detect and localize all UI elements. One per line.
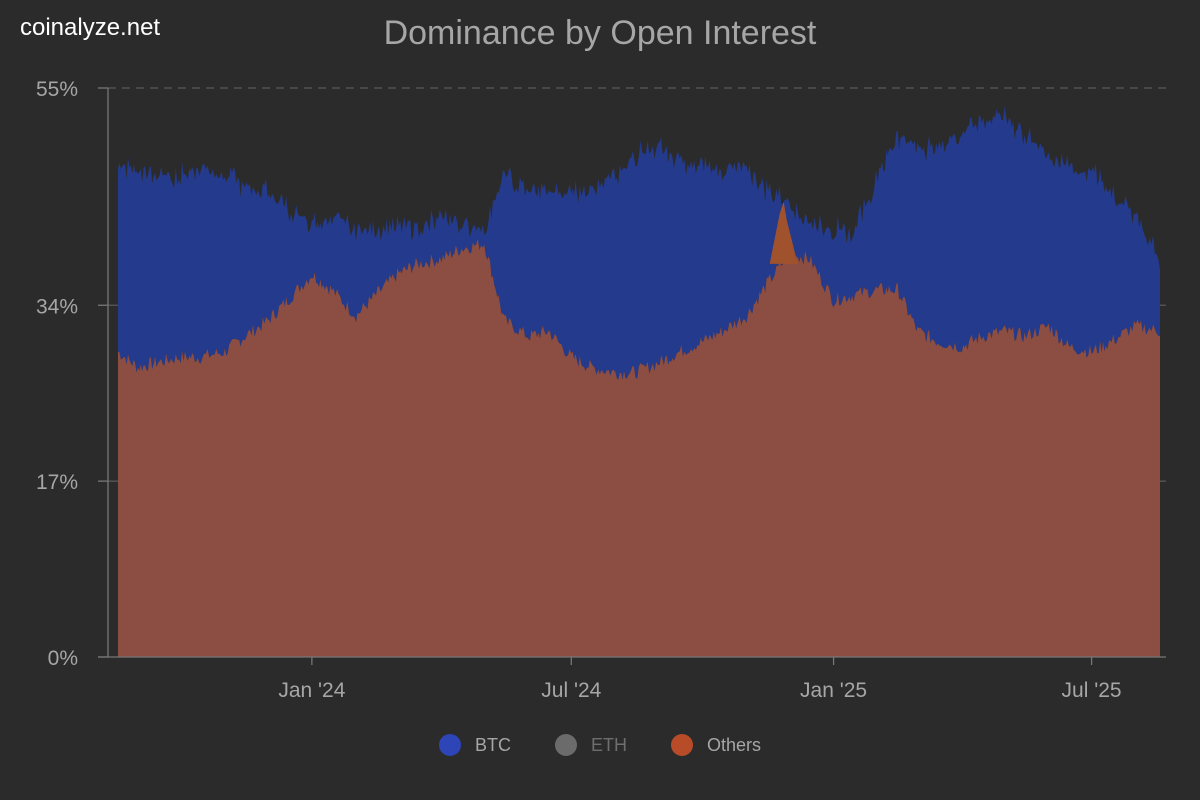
series-area-others: [118, 238, 1160, 657]
x-tick-label: Jul '25: [1062, 679, 1122, 702]
legend-item-btc[interactable]: BTC: [438, 734, 511, 756]
legend-swatch: [438, 734, 461, 756]
legend-label: Others: [706, 734, 762, 755]
brand-watermark: coinalyze.net: [20, 14, 161, 41]
tick-layer: 0% 17% 34% 55% Jan '24 Jul '24 Jan '25 Jul '25: [36, 78, 1122, 702]
y-tick-label: 17%: [36, 471, 78, 494]
legend-item-others[interactable]: Others: [670, 734, 762, 756]
x-tick-label: Jul '24: [541, 679, 601, 702]
y-tick-label: 0%: [48, 647, 78, 670]
others-spike: [769, 201, 798, 264]
axis-layer: [98, 87, 1166, 665]
y-tick-label: 34%: [36, 295, 78, 318]
x-tick-label: Jan '25: [800, 679, 867, 702]
legend-swatch: [670, 734, 693, 756]
x-tick-label: Jan '24: [278, 679, 345, 702]
legend: BTC ETH Others: [0, 734, 1200, 756]
chart-title: Dominance by Open Interest: [383, 14, 817, 52]
legend-item-eth[interactable]: ETH: [554, 734, 627, 756]
y-tick-label: 55%: [36, 78, 78, 101]
legend-label: ETH: [590, 734, 627, 755]
legend-swatch: [554, 734, 577, 756]
legend-label: BTC: [474, 734, 511, 755]
area-layer: [118, 106, 1160, 657]
series-area-btc: [118, 106, 1160, 380]
